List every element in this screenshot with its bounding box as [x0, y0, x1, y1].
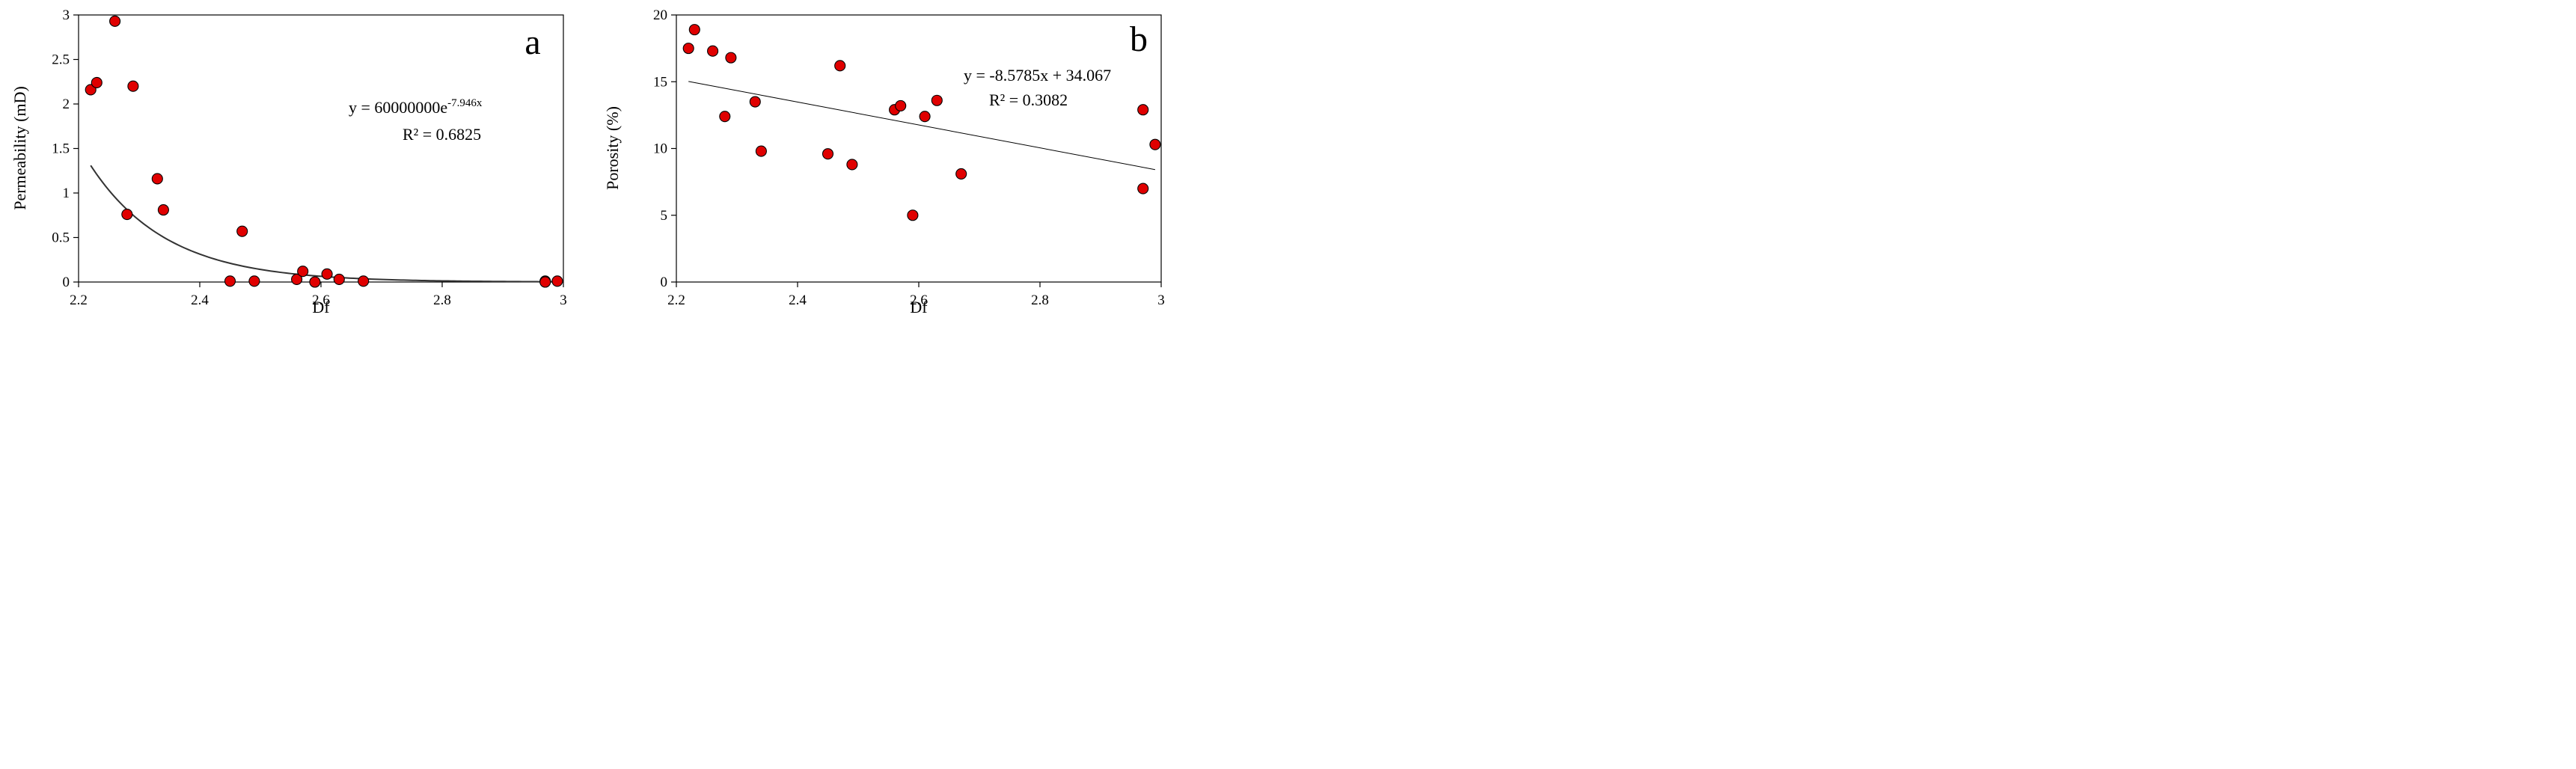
panel-a-x-tick-label: 2.6 — [312, 292, 330, 308]
panel-b-x-tick-label: 2.4 — [789, 292, 807, 308]
panel-b-x-tick-label: 2.6 — [910, 292, 928, 308]
panel-a-equation-exponent: -7.946x — [447, 97, 483, 109]
panel-b-porosity: 2.2 2.4 2.6 2.8 3 0 5 10 15 20 b y = -8.5785x + … — [603, 7, 1165, 316]
panel-b-x-axis-title: Df — [910, 298, 928, 316]
panel-b-data-point — [846, 159, 858, 171]
panel-a-data-points — [85, 15, 563, 288]
panel-a-data-point — [309, 276, 321, 288]
panel-a-y-axis-title: Permeability (mD) — [10, 86, 29, 210]
panel-b-data-point — [707, 45, 719, 57]
panel-b-y-tick-label: 15 — [653, 74, 667, 90]
panel-a-x-axis-title: Df — [312, 298, 330, 316]
panel-a-data-point — [248, 275, 260, 287]
panel-a-letter: a — [524, 22, 540, 62]
panel-b-data-point — [822, 148, 834, 160]
panel-a-data-point — [151, 173, 163, 185]
panel-a-plot-frame — [78, 14, 564, 283]
panel-a-equation: y = 60000000e-7.946x — [349, 97, 483, 117]
panel-b-data-point — [1137, 183, 1149, 194]
panel-b-x-tick-label: 2.2 — [667, 292, 685, 308]
panel-b-plot-frame — [676, 14, 1162, 283]
panel-b-data-point — [755, 145, 767, 157]
panel-b-data-point — [1149, 138, 1161, 150]
panel-b-data-point — [907, 209, 919, 221]
figure: 2.2 2.4 2.6 2.8 3 0 0.5 1 1.5 2 2.5 3 a y = 600000… — [10, 7, 1165, 316]
panel-a-data-point — [551, 275, 563, 287]
panel-b-y-ticks: 0 5 10 15 20 — [653, 7, 676, 290]
panel-b-data-point — [931, 94, 943, 106]
panel-a-y-tick-label: 0 — [63, 275, 70, 290]
panel-a-y-tick-label: 2 — [63, 96, 70, 112]
panel-b-data-point — [749, 96, 761, 108]
panel-a-data-point — [291, 273, 303, 285]
panel-a-data-point — [333, 273, 345, 285]
panel-b-data-point — [682, 43, 694, 55]
panel-b-data-point — [895, 99, 907, 111]
panel-b-data-point — [919, 111, 931, 123]
panel-a-data-point — [127, 80, 139, 92]
panel-a-data-point — [85, 84, 97, 96]
panel-a-y-tick-label: 0.5 — [52, 230, 70, 246]
panel-a-x-tick-label: 2.8 — [433, 292, 451, 308]
panel-a-data-point — [297, 266, 309, 278]
panel-b-r2: R² = 0.3082 — [989, 91, 1068, 109]
panel-b-x-tick-label: 2.8 — [1031, 292, 1049, 308]
panel-b-data-point — [725, 52, 737, 64]
panel-b-y-tick-label: 0 — [661, 275, 668, 290]
panel-b-x-tick-label: 3 — [1157, 292, 1165, 308]
panel-a-exponential-trendline — [90, 165, 564, 283]
panel-a-data-point — [539, 276, 551, 288]
panel-a-data-point — [321, 268, 333, 280]
panel-a-x-tick-label: 2.2 — [70, 292, 88, 308]
panel-a-data-point — [109, 15, 121, 27]
panel-b-data-point — [834, 60, 846, 72]
panel-b-data-point — [719, 111, 731, 123]
panel-a-x-tick-label: 2.4 — [191, 292, 209, 308]
panel-a-data-point — [121, 209, 133, 221]
panel-a-y-tick-label: 3 — [63, 7, 70, 23]
panel-b-y-tick-label: 20 — [653, 7, 667, 23]
panel-a-y-tick-label: 2.5 — [52, 52, 70, 68]
panel-b-data-point — [1137, 104, 1149, 116]
panel-b-y-tick-label: 5 — [661, 208, 668, 224]
panel-a-data-point — [157, 204, 169, 216]
panel-a-data-point — [236, 225, 248, 237]
panel-b-data-points — [682, 24, 1161, 221]
panel-a-data-point — [91, 76, 103, 88]
panel-a-permeability: 2.2 2.4 2.6 2.8 3 0 0.5 1 1.5 2 2.5 3 a y = 600000… — [10, 7, 567, 316]
panel-a-r2: R² = 0.6825 — [403, 125, 481, 144]
panel-a-x-tick-label: 3 — [560, 292, 567, 308]
panel-b-equation: y = -8.5785x + 34.067 — [964, 66, 1111, 85]
panel-b-letter: b — [1130, 19, 1148, 59]
panel-a-x-ticks: 2.2 2.4 2.6 2.8 3 — [70, 282, 567, 308]
panel-a-y-tick-label: 1 — [63, 186, 70, 201]
panel-a-data-point — [224, 275, 236, 287]
panel-b-data-point — [955, 168, 967, 180]
panel-a-y-tick-label: 1.5 — [52, 141, 70, 157]
panel-b-linear-trendline — [688, 81, 1155, 171]
panel-b-data-point — [688, 24, 700, 36]
panel-b-y-axis-title: Porosity (%) — [603, 106, 622, 190]
panel-a-data-point — [358, 275, 370, 287]
panel-a-y-ticks: 0 0.5 1 1.5 2 2.5 3 — [52, 7, 79, 290]
panel-a-equation-main: y = 60000000e — [349, 98, 447, 117]
panel-b-x-ticks: 2.2 2.4 2.6 2.8 3 — [667, 282, 1165, 308]
panel-b-y-tick-label: 10 — [653, 141, 667, 157]
